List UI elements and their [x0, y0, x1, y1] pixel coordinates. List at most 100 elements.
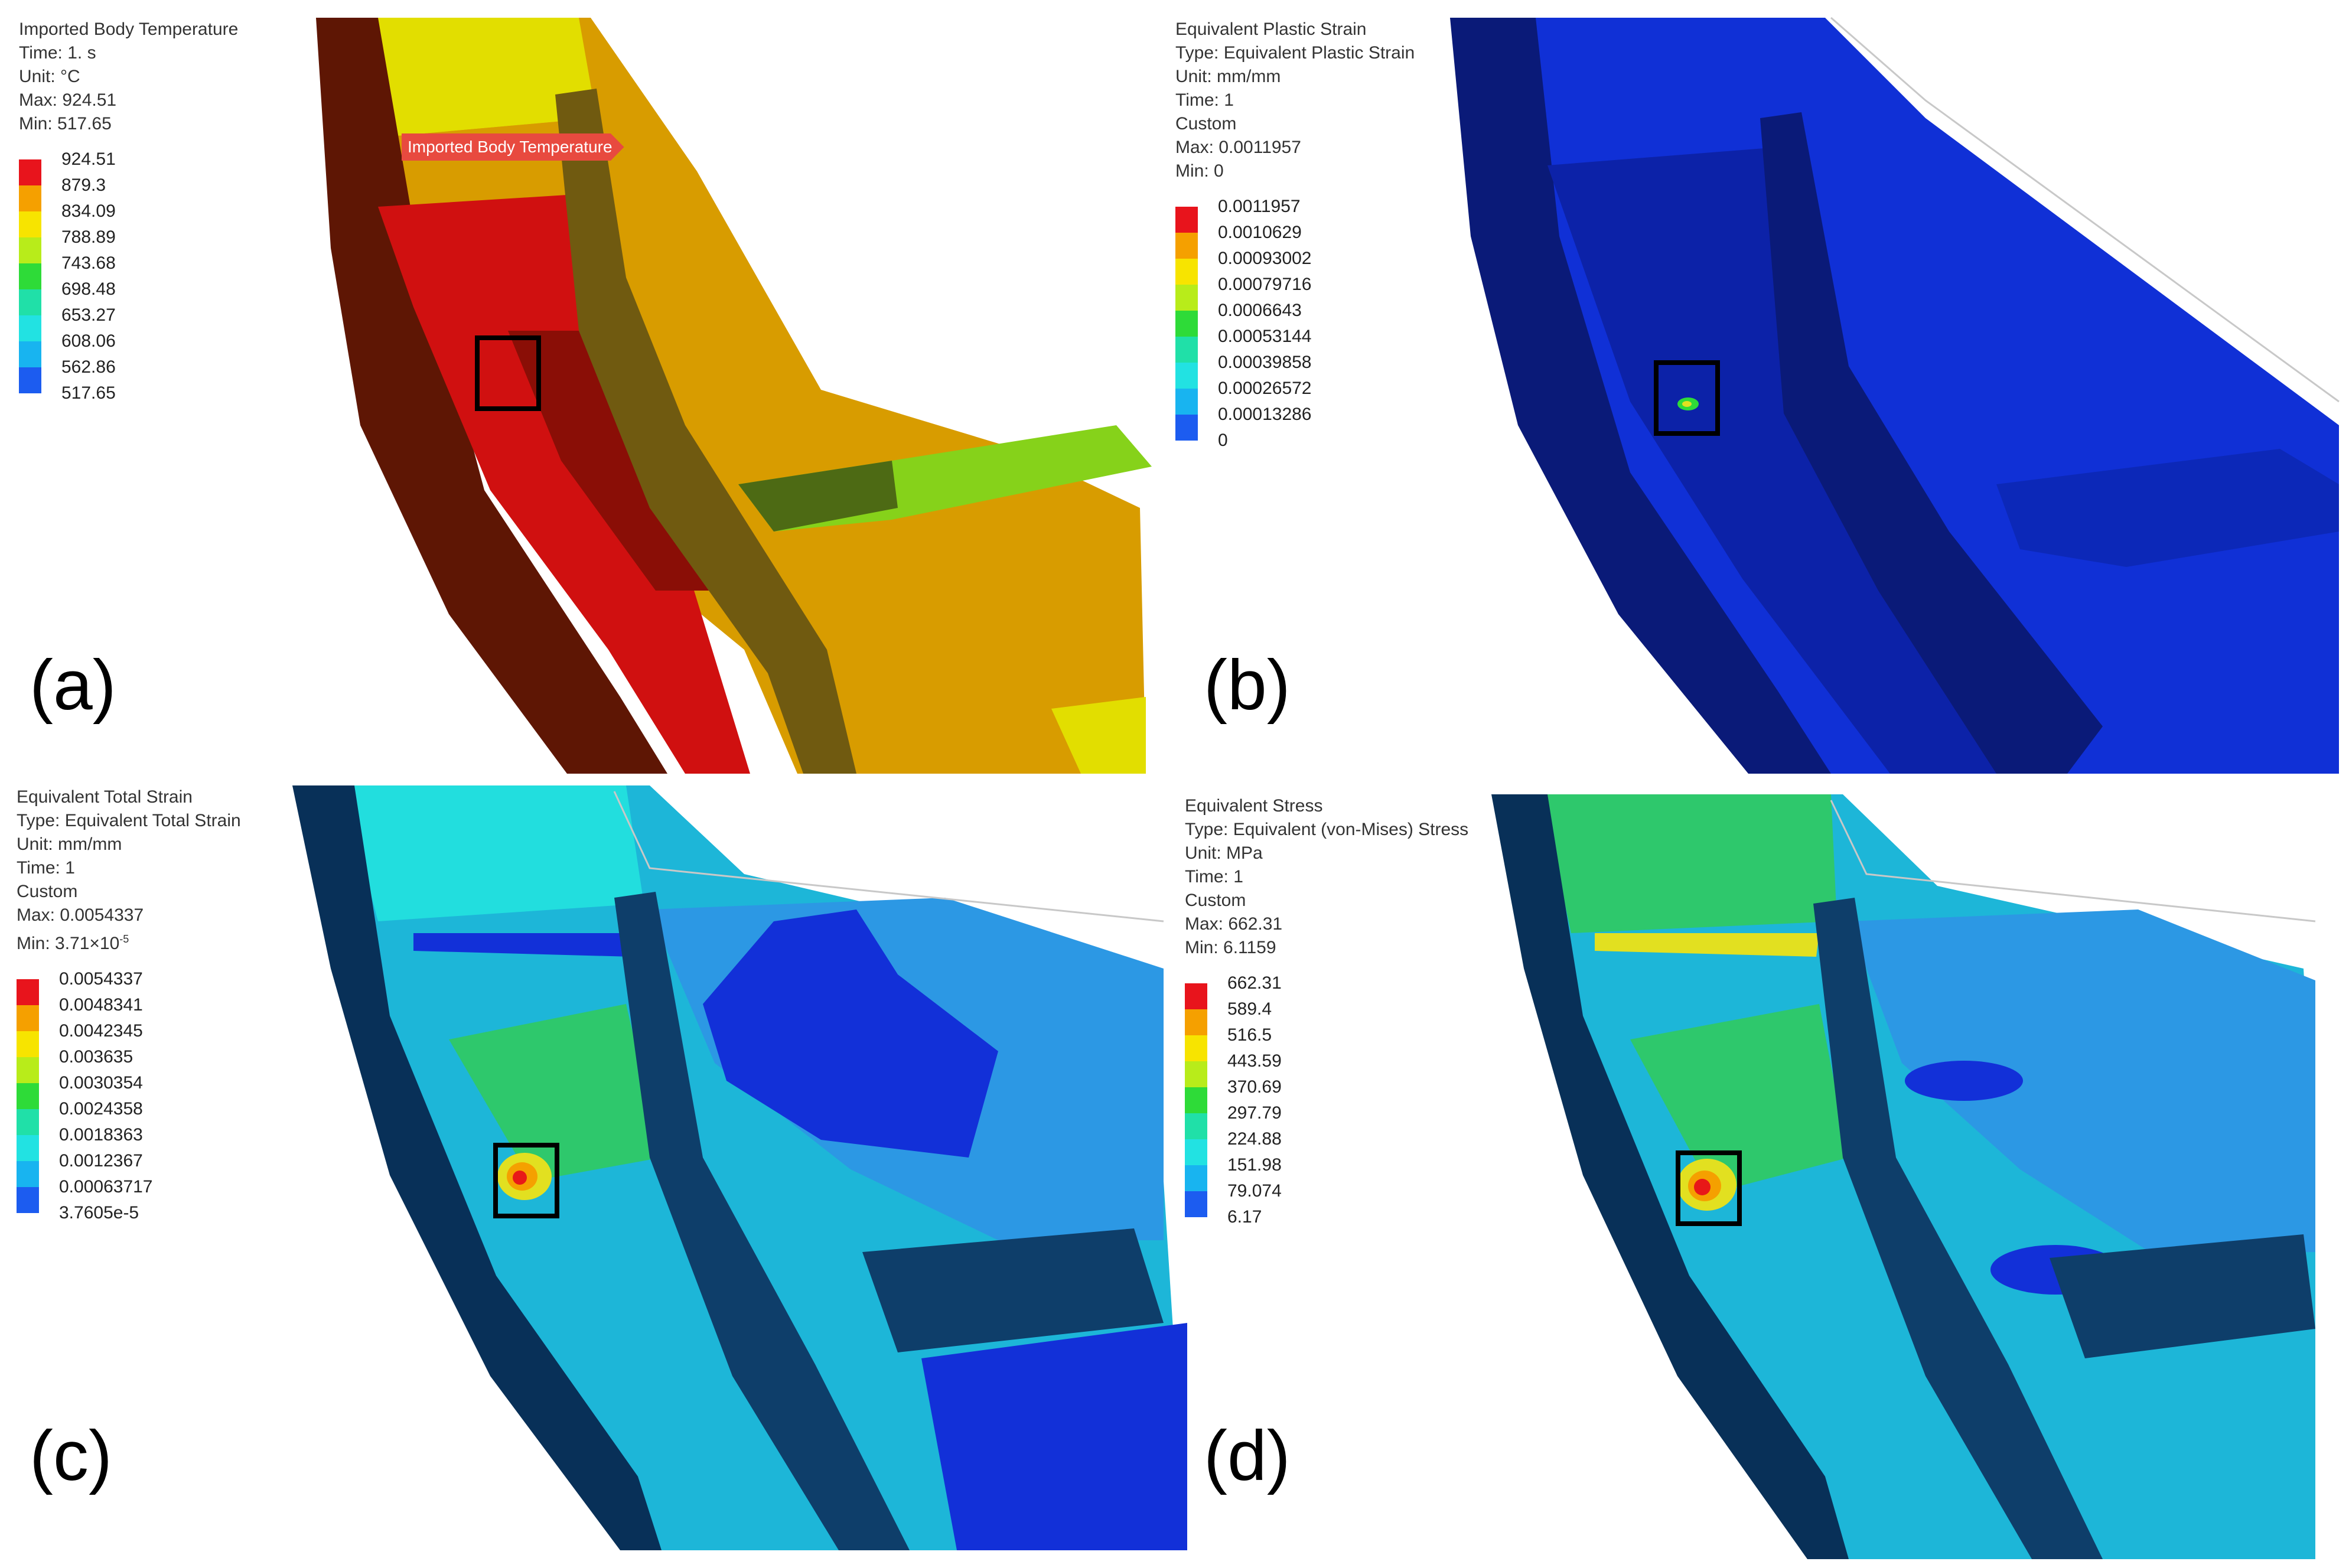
- scale-swatch: [1185, 1165, 1207, 1191]
- legend-time: Time: 1: [17, 858, 75, 878]
- panel-c-color-scale: 0.0054337 0.0048341 0.0042345 0.003635 0.003…: [17, 966, 241, 1232]
- legend-custom: Custom: [1175, 114, 1237, 133]
- scale-tick-label: 0.0030354: [59, 1073, 143, 1093]
- panel-a-render: [316, 18, 1152, 774]
- scale-swatch: [17, 1005, 39, 1031]
- panel-d-top-band: [1542, 794, 1837, 933]
- legend-custom: Custom: [17, 882, 78, 901]
- scale-swatch: [1175, 415, 1198, 441]
- scale-swatch: [1175, 311, 1198, 337]
- legend-unit: Unit: mm/mm: [1175, 67, 1281, 86]
- scale-swatch: [1185, 1035, 1207, 1061]
- panel-a-highlight-box: [475, 335, 541, 411]
- scale-swatch: [19, 211, 41, 237]
- scale-swatch: [1185, 983, 1207, 1009]
- scale-tick-label: 834.09: [61, 201, 116, 221]
- scale-tick-label: 443.59: [1227, 1051, 1282, 1071]
- scale-tick-label: 0: [1218, 431, 1228, 450]
- scale-tick-label: 3.7605e-5: [59, 1203, 139, 1223]
- scale-tick-label: 0.00013286: [1218, 405, 1312, 424]
- panel-d-green-zone: [1630, 1004, 1849, 1193]
- scale-swatch: [17, 1109, 39, 1135]
- scale-tick-label: 0.00039858: [1218, 353, 1312, 372]
- panel-c-low-zone: [703, 909, 998, 1158]
- panel-c-hotspot-core: [513, 1171, 527, 1185]
- panel-b-web-edge: [1760, 112, 2103, 774]
- panel-c-label: (c): [30, 1416, 112, 1495]
- panel-d-legend-header: Equivalent Stress Type: Equivalent (von-…: [1185, 794, 1468, 960]
- scale-swatch: [1185, 1113, 1207, 1139]
- panel-d-rib: [2050, 1234, 2315, 1358]
- legend-unit: Unit: mm/mm: [17, 834, 122, 854]
- legend-type: Type: Equivalent Total Strain: [17, 811, 241, 830]
- scale-tick-label: 698.48: [61, 279, 116, 299]
- scale-swatch: [17, 1057, 39, 1083]
- scale-swatch: [19, 289, 41, 315]
- scale-tick-label: 79.074: [1227, 1181, 1282, 1201]
- legend-max: Max: 0.0011957: [1175, 138, 1301, 157]
- panel-c-green-zone: [449, 1004, 662, 1181]
- panel-b-render: [1450, 17, 2340, 774]
- scale-swatch: [1185, 1087, 1207, 1113]
- scale-swatch: [1175, 233, 1198, 259]
- scale-swatch: [17, 1187, 39, 1213]
- panel-c-left-rail: [292, 785, 662, 1550]
- scale-tick-label: 743.68: [61, 253, 116, 273]
- panel-d-left-rail: [1491, 794, 1849, 1559]
- scale-tick-label: 589.4: [1227, 999, 1272, 1019]
- scale-swatch: [19, 367, 41, 393]
- scale-swatch: [17, 1161, 39, 1187]
- panel-b-outline: [1830, 17, 2340, 403]
- panel-d-highlight-box: [1676, 1150, 1742, 1226]
- legend-time: Time: 1: [1185, 867, 1243, 886]
- panel-b-hotspot-core: [1682, 401, 1692, 407]
- scale-swatch: [17, 1083, 39, 1109]
- scale-tick-label: 879.3: [61, 175, 106, 195]
- scale-tick-label: 0.0024358: [59, 1099, 143, 1119]
- scale-swatch: [19, 315, 41, 341]
- scale-swatch: [17, 1031, 39, 1057]
- scale-tick-label: 662.31: [1227, 973, 1282, 993]
- scale-swatch: [19, 263, 41, 289]
- panel-b-highlight-box: [1654, 360, 1720, 436]
- legend-min: Min: 6.1159: [1185, 938, 1276, 957]
- panel-d-low-zone-1: [1905, 1061, 2023, 1101]
- panel-c-legend-header: Equivalent Total Strain Type: Equivalent…: [17, 785, 241, 956]
- scale-tick-label: 0.00053144: [1218, 327, 1312, 346]
- panel-b-label: (b): [1204, 646, 1291, 725]
- legend-max: Max: 0.0054337: [17, 905, 144, 925]
- panel-a-web-edge: [555, 89, 856, 774]
- scale-swatch: [19, 159, 41, 185]
- scale-tick-label: 924.51: [61, 149, 116, 169]
- scale-tick-label: 516.5: [1227, 1025, 1272, 1045]
- legend-type: Type: Equivalent (von-Mises) Stress: [1185, 820, 1469, 839]
- panel-c-low-zone-bottom: [921, 1323, 1187, 1550]
- panel-a-legend: Imported Body Temperature Time: 1. s Uni…: [19, 18, 238, 412]
- legend-min: Min: 0: [1175, 161, 1224, 181]
- legend-min: Min: 517.65: [19, 114, 112, 133]
- scale-swatch: [17, 979, 39, 1005]
- panel-d-flange: [1849, 909, 2315, 1252]
- panel-d-hotspot-core: [1694, 1179, 1711, 1195]
- legend-min-prefix: Min: 3.71×10: [17, 934, 120, 953]
- panel-a-rib-shadow: [738, 461, 898, 532]
- panel-c-groove: [413, 933, 638, 957]
- scale-tick-label: 0.0011957: [1218, 197, 1301, 216]
- scale-tick-label: 6.17: [1227, 1207, 1262, 1227]
- panel-b-left-rail: [1450, 18, 1831, 774]
- scale-tick-label: 788.89: [61, 227, 116, 247]
- scale-tick-label: 653.27: [61, 305, 116, 325]
- scale-tick-label: 517.65: [61, 383, 116, 403]
- legend-title: Equivalent Total Strain: [17, 787, 193, 807]
- panel-d-web-edge: [1813, 898, 2103, 1559]
- panel-c-render: [292, 785, 1187, 1550]
- panel-c-outline: [613, 791, 1164, 922]
- panel-d-render: [1491, 794, 2316, 1559]
- scale-swatch: [1185, 1139, 1207, 1165]
- scale-swatch: [1185, 1191, 1207, 1217]
- panel-a-callout: Imported Body Temperature: [402, 133, 624, 161]
- panel-c-rib: [862, 1228, 1164, 1352]
- panel-c-web-edge: [614, 892, 910, 1550]
- panel-a-color-scale: 924.51 879.3 834.09 788.89 743.68 698.48 653.2…: [19, 146, 238, 412]
- scale-swatch: [1175, 259, 1198, 285]
